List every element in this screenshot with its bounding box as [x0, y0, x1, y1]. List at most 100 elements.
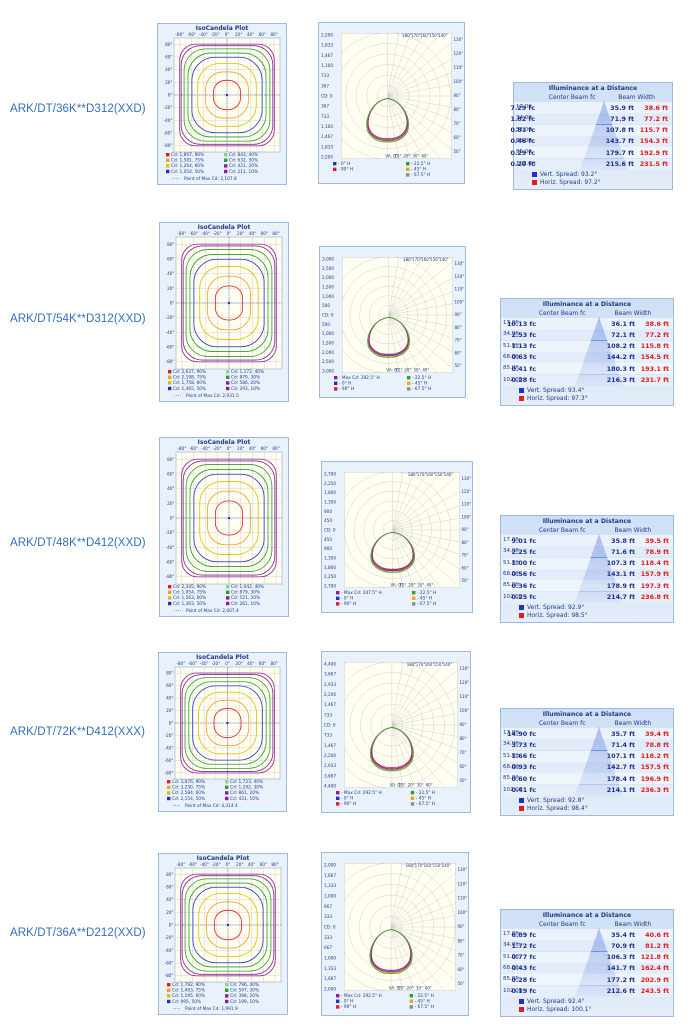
polar-curve	[366, 98, 409, 142]
illum-distance: 17.0ft	[503, 730, 520, 736]
polar-grid-ray	[390, 926, 449, 996]
illum-center-fc: 0.81 fc	[510, 126, 535, 135]
iso-contour	[212, 79, 242, 111]
polar-tick-label: 2,500	[322, 266, 334, 271]
iso-left-tick: -20°	[165, 935, 174, 940]
polar-angle-bottom: 20°	[408, 583, 415, 588]
iso-legend-swatch	[226, 601, 230, 606]
polar-angle-top: 150°	[434, 662, 444, 667]
iso-max-point	[227, 301, 231, 305]
iso-legend-swatch	[167, 983, 171, 987]
illum-beam-horiz: 243.5 ft	[640, 987, 669, 995]
iso-left-tick: -80°	[165, 770, 174, 775]
polar-grid-ray	[391, 657, 449, 726]
polar-legend-swatch	[336, 791, 340, 795]
polar-tick-label: 733	[321, 114, 329, 119]
iso-max-point	[226, 923, 230, 927]
polar-grid-ray	[390, 858, 449, 928]
iso-legend-swatch	[168, 370, 172, 374]
polar-legend-swatch	[406, 162, 410, 166]
polar-angle-right: 120°	[454, 51, 464, 56]
iso-max-text: Point of Max Cd: 2,931.5	[186, 393, 239, 399]
vert-spread-text: Vert. Spread: 92.4°	[527, 998, 585, 1005]
polar-grid-ray	[392, 515, 472, 531]
horiz-spread-text: Horiz. Spread: 98.5°	[527, 612, 588, 619]
iso-legend-entry: Cd: 2,637, 90%	[173, 369, 206, 375]
iso-legend-swatch	[225, 994, 229, 998]
illum-beam-vert: 178.9 ft	[606, 581, 635, 590]
iso-top-tick: 60°	[261, 231, 268, 236]
polar-angle-right: 110°	[458, 896, 468, 901]
iso-legend-entry: Cd: 2,198, 75%	[173, 375, 206, 381]
polar-tick-label: 1,333	[324, 966, 336, 971]
model-label: ARK/DT/36A**D212(XXD)	[10, 927, 146, 939]
iso-left-tick: -60°	[165, 961, 174, 966]
iso-contour	[197, 63, 257, 127]
polar-legend-entry: - 90° H	[341, 601, 356, 607]
illum-beam-horiz: 154.3 ft	[639, 137, 668, 146]
iso-top-tick: 40°	[249, 446, 256, 451]
illum-beam-vert: 106.3 ft	[606, 953, 635, 962]
iso-contour	[185, 464, 273, 572]
illum-beam-horiz: 39.4 ft	[645, 729, 669, 738]
iso-legend-swatch	[167, 780, 171, 784]
iso-left-tick: 0°	[170, 301, 175, 306]
illum-beam-vert: 72.1 ft	[611, 330, 635, 339]
illum-beam-horiz: 157.5 ft	[640, 763, 669, 772]
horiz-spread: Horiz. Spread: 98.5°	[519, 612, 588, 619]
illum-col-beam-width: Beam Width	[614, 921, 652, 928]
polar-angle-top: 140°	[444, 472, 454, 477]
iso-legend-entry: Cd: 521, 20%	[231, 595, 260, 601]
iso-contour	[181, 458, 277, 578]
iso-legend-swatch	[224, 153, 228, 157]
polar-legend-entry: - Max Cd: 292.5° H	[341, 993, 382, 999]
polar-angle-right: 90°	[460, 722, 467, 727]
iso-contour	[206, 901, 250, 949]
iso-top-tick: -20°	[211, 661, 220, 666]
polar-angle-bottom: 40°	[421, 154, 428, 159]
polar-grid-ray	[391, 680, 469, 726]
polar-legend-swatch	[409, 994, 413, 998]
polar-angle-bottom: VA: 0°	[390, 783, 402, 788]
polar-angle-top: 160°	[426, 472, 436, 477]
polar-angle-right: 100°	[455, 299, 465, 304]
iso-left-tick: 0°	[170, 516, 175, 521]
iso-contour	[214, 500, 244, 536]
iso-left-tick: -40°	[165, 745, 174, 750]
polar-angle-top: 140°	[442, 863, 452, 868]
polar-legend-swatch	[334, 381, 338, 385]
polar-tick-label: 900	[324, 546, 332, 551]
vert-spread: Vert. Spread: 92.9°	[519, 604, 584, 611]
polar-legend-entry: - 0° H	[341, 596, 353, 602]
iso-top-tick: 0°	[226, 862, 231, 867]
iso-chart-svg: -80° -60° -40° -20° 0° 20° 40° 60° 80°80°60°40°2…	[164, 32, 281, 182]
iso-title: IsoCandela Plot	[196, 855, 250, 862]
iso-contour	[214, 285, 244, 321]
polar-tick-label: 1,100	[321, 63, 333, 68]
polar-curve	[370, 929, 412, 973]
illum-distance: 34.0ft	[503, 741, 520, 748]
illum-col-center-beam: Center Beam fc	[538, 720, 586, 727]
polar-chart-svg: 2,200 1,833 1,467 1,100 733 367 CD: 0 367 733 1,1…	[319, 23, 464, 183]
iso-legend-entry: Cd: 2,345, 90%	[173, 584, 206, 590]
polar-angle-right: 50°	[454, 149, 461, 154]
iso-max-point	[226, 721, 229, 725]
iso-legend-swatch	[168, 381, 172, 385]
polar-angle-right: 130°	[454, 37, 464, 42]
illum-beam-vert: 179.7 ft	[605, 148, 634, 157]
polar-angle-right: 120°	[455, 274, 465, 279]
horiz-swatch	[519, 613, 524, 618]
vert-swatch	[519, 388, 524, 393]
polar-grid-ray	[388, 262, 451, 316]
illum-title: Illuminance at a Distance	[542, 301, 632, 308]
illum-beam-vert: 35.7 ft	[611, 729, 635, 738]
iso-left-tick: -20°	[165, 733, 174, 738]
vert-swatch	[532, 172, 537, 177]
illum-beam-vert: 178.4 ft	[606, 774, 635, 783]
polar-grid-ray	[388, 314, 441, 378]
polar-tick-label: 1,667	[324, 976, 336, 981]
iso-legend-swatch	[225, 791, 229, 795]
illum-distance: 17.0ft	[503, 931, 520, 937]
illum-title: Illuminance at a Distance	[542, 711, 632, 718]
iso-left-tick: 0°	[169, 923, 174, 928]
